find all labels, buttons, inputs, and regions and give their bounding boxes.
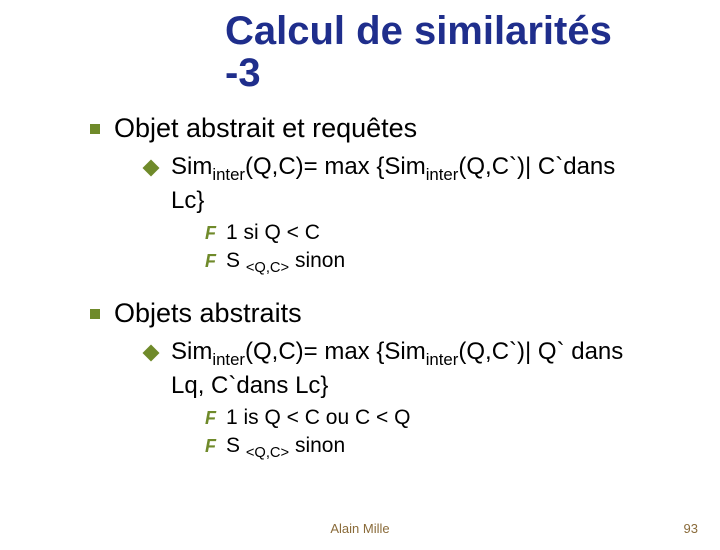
bullet-formula-2: Siminter(Q,C)= max {Siminter(Q,C`)| Q` d… (145, 337, 720, 401)
bullet-section-1: Objet abstrait et requêtes (90, 112, 720, 146)
title-line-2: -3 (225, 51, 261, 95)
formula-2-mid: (Q,C)= max {Sim (245, 338, 426, 365)
slide-title: Calcul de similarités -3 (225, 10, 720, 94)
section-1-heading: Objet abstrait et requêtes (114, 112, 417, 146)
cond-1-1-text: 1 si Q < C (226, 220, 320, 246)
formula-1-mid: (Q,C)= max {Sim (245, 153, 426, 180)
title-line-1: Calcul de similarités (225, 9, 612, 53)
square-bullet-icon (90, 309, 100, 319)
formula-2-sub2: inter (426, 350, 459, 369)
section-2-heading: Objets abstraits (114, 297, 302, 331)
cond-1-2-sub: <Q,C> (246, 260, 289, 276)
diamond-bullet-icon (143, 345, 160, 362)
formula-2-pre: Sim (171, 338, 212, 365)
cond-1-2-post: sinon (289, 249, 345, 272)
cond-2-2-text: S <Q,C> sinon (226, 433, 345, 463)
bullet-cond-1-1: F 1 si Q < C (205, 220, 720, 246)
script-f-bullet-icon: F (205, 223, 216, 244)
square-bullet-icon (90, 124, 100, 134)
formula-2-text: Siminter(Q,C)= max {Siminter(Q,C`)| Q` d… (171, 337, 651, 401)
formula-1-sub2: inter (426, 165, 459, 184)
slide: Calcul de similarités -3 Objet abstrait … (0, 10, 720, 550)
script-f-bullet-icon: F (205, 408, 216, 429)
script-f-bullet-icon: F (205, 251, 216, 272)
bullet-cond-1-2: F S <Q,C> sinon (205, 248, 720, 278)
cond-1-2-text: S <Q,C> sinon (226, 248, 345, 278)
cond-2-2-pre: S (226, 434, 246, 457)
cond-2-1-text: 1 is Q < C ou C < Q (226, 405, 410, 431)
formula-1-sub1: inter (212, 165, 245, 184)
footer-author: Alain Mille (0, 521, 720, 536)
bullet-section-2: Objets abstraits (90, 297, 720, 331)
cond-1-2-pre: S (226, 249, 246, 272)
cond-2-2-sub: <Q,C> (246, 445, 289, 461)
slide-number: 93 (684, 521, 698, 536)
formula-1-text: Siminter(Q,C)= max {Siminter(Q,C`)| C`da… (171, 152, 651, 216)
formula-2-sub1: inter (212, 350, 245, 369)
bullet-cond-2-1: F 1 is Q < C ou C < Q (205, 405, 720, 431)
diamond-bullet-icon (143, 159, 160, 176)
bullet-formula-1: Siminter(Q,C)= max {Siminter(Q,C`)| C`da… (145, 152, 720, 216)
cond-2-2-post: sinon (289, 434, 345, 457)
bullet-cond-2-2: F S <Q,C> sinon (205, 433, 720, 463)
formula-1-pre: Sim (171, 153, 212, 180)
script-f-bullet-icon: F (205, 436, 216, 457)
